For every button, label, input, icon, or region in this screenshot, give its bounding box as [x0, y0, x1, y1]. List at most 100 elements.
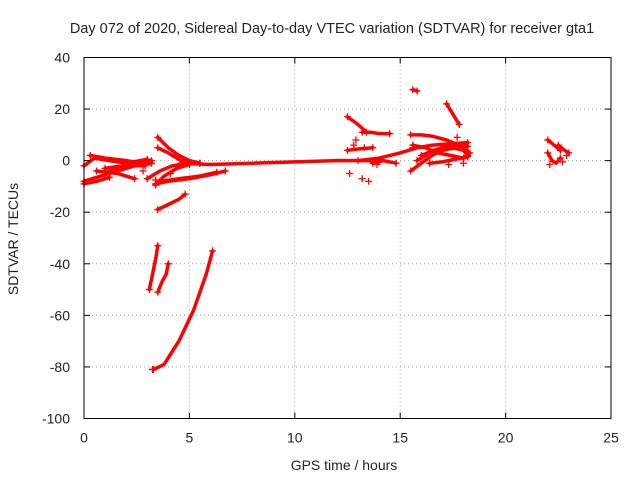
- data-track-mid-lower-band-2: [158, 170, 219, 184]
- data-point-marker: [164, 260, 172, 268]
- data-point-marker: [154, 206, 162, 214]
- data-point-marker: [464, 142, 472, 150]
- data-point-marker: [145, 158, 153, 166]
- data-point-marker: [459, 159, 467, 167]
- data-point-marker: [105, 167, 113, 175]
- data-track-far-right-2: [556, 143, 571, 155]
- data-point-marker: [443, 100, 451, 108]
- data-point-marker: [386, 130, 394, 138]
- data-track-early-mid: [107, 164, 147, 173]
- data-point-marker: [365, 177, 373, 185]
- data-point-marker: [354, 157, 362, 165]
- data-track-late-steep: [444, 102, 461, 127]
- data-track-dip-short-2: [156, 262, 171, 294]
- data-point-marker: [413, 157, 421, 165]
- data-track-early-low: [82, 175, 112, 186]
- data-point-marker: [145, 286, 153, 294]
- x-tick-label: 10: [287, 430, 303, 446]
- data-track-far-right-3: [546, 151, 563, 165]
- data-point-marker: [196, 159, 204, 167]
- data-point-marker: [154, 288, 162, 296]
- data-point-marker: [358, 128, 366, 136]
- data-track-dip-short-1: [147, 243, 160, 292]
- x-tick-label: 5: [186, 430, 194, 446]
- plot-frame: [83, 57, 612, 419]
- data-point-marker: [544, 149, 552, 157]
- x-tick-label: 20: [498, 430, 514, 446]
- data-track-fan-low: [145, 161, 192, 181]
- data-point-marker: [464, 153, 472, 161]
- y-tick-label: 0: [62, 153, 70, 169]
- data-point-marker: [455, 121, 463, 129]
- data-point-marker: [409, 86, 417, 94]
- data-point-marker: [154, 144, 162, 152]
- data-track-dip-upper: [156, 192, 187, 212]
- x-axis-label: GPS time / hours: [291, 457, 398, 473]
- data-point-marker: [346, 170, 354, 178]
- data-point-marker: [392, 159, 400, 167]
- data-point-marker: [221, 167, 229, 175]
- data-point-marker: [166, 170, 174, 178]
- data-point-marker: [344, 146, 351, 154]
- y-tick-label: -80: [50, 359, 70, 375]
- data-point-marker: [445, 161, 453, 169]
- data-track-late-cluster: [360, 130, 392, 136]
- y-tick-label: -40: [50, 256, 70, 272]
- data-point-marker: [546, 161, 554, 169]
- data-point-marker: [350, 141, 358, 149]
- data-points: [80, 86, 573, 374]
- data-point-marker: [409, 144, 417, 152]
- axis-ticks: 0 5 10 15 20 25 -100 -80 -60 -40 -20 0 20 40: [42, 50, 619, 446]
- data-track-late-mini: [371, 158, 398, 165]
- data-point-marker: [139, 167, 147, 175]
- data-track-deep-slope: [151, 249, 215, 372]
- data-track-early-cross: [94, 169, 137, 181]
- data-point-marker: [407, 167, 415, 175]
- data-point-marker: [86, 151, 94, 159]
- data-point-marker: [373, 161, 381, 169]
- data-point-marker: [453, 133, 461, 141]
- data-point-marker: [556, 154, 564, 162]
- data-point-marker: [209, 247, 217, 255]
- data-point-marker: [352, 136, 360, 144]
- data-point-marker: [554, 141, 562, 149]
- data-point-marker: [152, 176, 160, 184]
- data-point-marker: [105, 173, 113, 181]
- y-axis-label: SDTVAR / TECUs: [5, 183, 21, 295]
- data-track-early-left-4: [88, 153, 145, 165]
- data-point-marker: [93, 167, 101, 175]
- data-point-marker: [369, 159, 377, 167]
- data-point-marker: [154, 242, 162, 250]
- x-tick-label: 25: [603, 430, 619, 446]
- data-point-marker: [407, 131, 415, 139]
- data-track-late-dense-3: [419, 144, 470, 158]
- chart-title: Day 072 of 2020, Sidereal Day-to-day VTE…: [70, 21, 594, 37]
- data-point-marker: [141, 162, 149, 170]
- data-point-marker: [559, 158, 567, 166]
- gridlines: [84, 57, 611, 419]
- data-track-late-upper-2: [345, 115, 369, 135]
- y-tick-label: 40: [54, 50, 70, 66]
- data-point-marker: [181, 190, 189, 198]
- y-tick-label: -60: [50, 307, 70, 323]
- data-point-marker: [544, 136, 552, 144]
- data-point-marker: [563, 151, 571, 159]
- data-point-marker: [369, 144, 377, 152]
- data-point-marker: [344, 113, 351, 121]
- data-point-marker: [143, 175, 151, 183]
- y-tick-label: -100: [42, 411, 70, 427]
- x-tick-label: 0: [80, 430, 88, 446]
- y-tick-label: -20: [50, 204, 70, 220]
- data-track-late-dense-4: [411, 143, 466, 160]
- data-point-marker: [185, 161, 193, 169]
- data-track-late-dense-5: [427, 155, 470, 165]
- data-point-marker: [149, 366, 157, 374]
- data-point-marker: [358, 175, 366, 183]
- data-point-marker: [131, 175, 139, 183]
- y-tick-label: 20: [54, 101, 70, 117]
- data-point-marker: [413, 87, 421, 95]
- data-point-marker: [426, 159, 434, 167]
- x-tick-label: 15: [392, 430, 408, 446]
